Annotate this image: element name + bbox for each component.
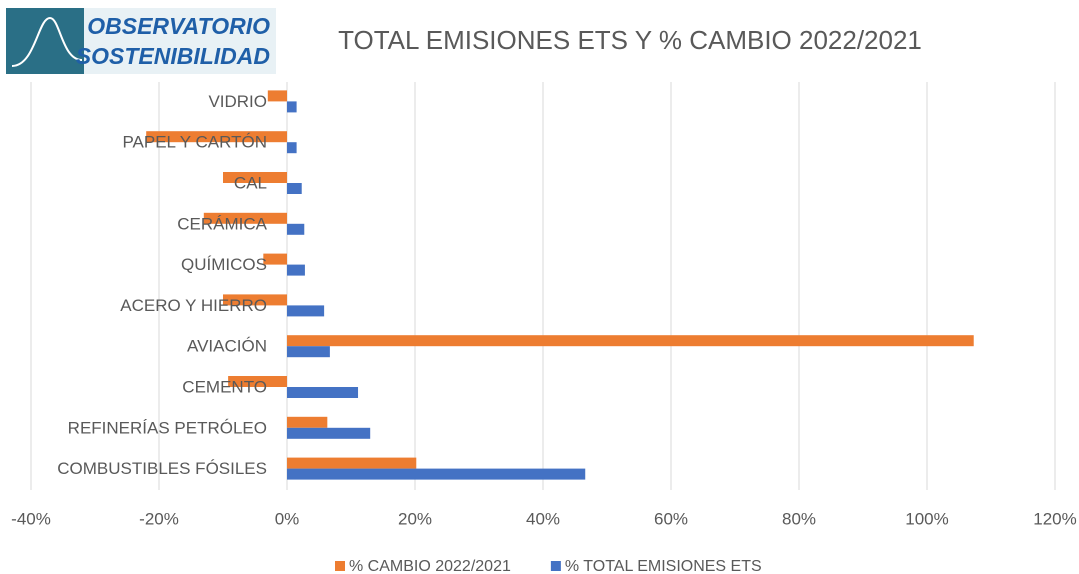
x-tick-label: 20% <box>398 509 432 528</box>
bar <box>287 335 974 347</box>
bar <box>287 142 297 154</box>
y-tick-label: COMBUSTIBLES FÓSILES <box>57 459 267 478</box>
logo-curve <box>11 16 83 67</box>
y-tick-label: ACERO Y HIERRO <box>120 296 267 315</box>
legend-label: % CAMBIO 2022/2021 <box>349 558 511 574</box>
y-tick-label: AVIACIÓN <box>187 337 267 356</box>
bar <box>287 387 359 398</box>
logo: OBSERVATORIO SOSTENIBILIDAD <box>6 8 276 74</box>
bar <box>287 468 586 480</box>
bar <box>267 90 287 102</box>
bar <box>223 172 287 183</box>
bar <box>287 101 297 113</box>
x-tick-label: 80% <box>782 509 816 528</box>
bar <box>287 223 305 235</box>
bar <box>287 457 417 469</box>
bar <box>203 212 287 224</box>
bar <box>228 376 287 387</box>
x-tick-label: 60% <box>654 509 688 528</box>
x-tick-label: -20% <box>139 509 179 528</box>
y-tick-label: CERÁMICA <box>177 214 267 233</box>
x-tick-label: 0% <box>275 509 300 528</box>
y-tick-label: REFINERÍAS PETRÓLEO <box>68 418 267 437</box>
bar <box>287 346 330 358</box>
logo-bg <box>84 8 276 74</box>
legend-swatch <box>335 561 345 571</box>
bar <box>287 416 328 428</box>
x-tick-label: 40% <box>526 509 560 528</box>
x-tick-label: -40% <box>11 509 51 528</box>
logo-text: OBSERVATORIO <box>87 13 270 39</box>
logo-box <box>6 8 84 74</box>
legend-label: % TOTAL EMISIONES ETS <box>565 558 762 574</box>
chart-title: TOTAL EMISIONES ETS Y % CAMBIO 2022/2021 <box>338 25 922 55</box>
bar <box>287 183 302 194</box>
bar <box>287 264 305 276</box>
bar <box>263 253 287 265</box>
y-tick-label: PAPEL Y CARTÓN <box>122 133 267 152</box>
legend-swatch <box>550 561 561 571</box>
bar <box>223 294 287 306</box>
bar <box>287 305 325 317</box>
x-tick-label: 120% <box>1033 509 1076 528</box>
bar <box>287 427 371 439</box>
x-tick-label: 100% <box>905 509 948 528</box>
y-tick-label: QUÍMICOS <box>181 255 267 274</box>
y-tick-label: VIDRIO <box>208 92 267 111</box>
logo-text: SOSTENIBILIDAD <box>76 43 270 69</box>
y-tick-label: CEMENTO <box>182 377 267 396</box>
y-tick-label: CAL <box>234 173 267 192</box>
bar <box>146 131 287 143</box>
